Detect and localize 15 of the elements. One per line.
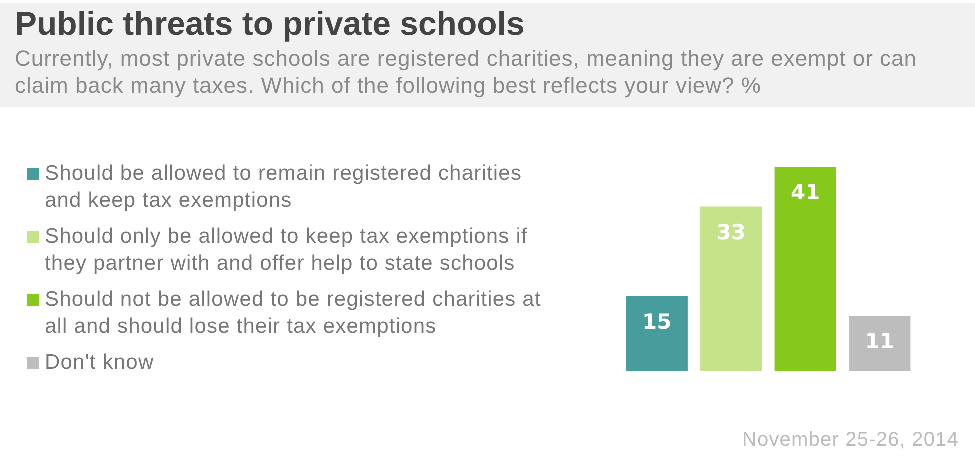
bar [774, 167, 836, 371]
bar [626, 296, 688, 371]
data-label: 15 [642, 310, 672, 334]
data-label: 11 [865, 330, 894, 354]
bar [700, 206, 762, 371]
data-label: 33 [716, 220, 746, 244]
legend-label: Should only be allowed to keep tax exemptions if they partner with and offer help to state schools [45, 224, 529, 277]
legend-label: Don't know [45, 350, 156, 376]
text: Public threats to private schools [15, 5, 525, 43]
legend-label: Should not be allowed to be registered charities at all and should lose their tax exemptions [45, 287, 542, 340]
chart-subtitle: Currently, most private schools are registered charities, meaning they are exempt or can claim back many taxes. Which of the following best reflects your view? % [15, 45, 918, 99]
text: November 25-26, 2014 [742, 429, 959, 452]
bar [849, 316, 911, 371]
data-label: 41 [791, 180, 820, 204]
legend-label: Should be allowed to remain registered charities and keep tax exemptions [45, 161, 524, 214]
